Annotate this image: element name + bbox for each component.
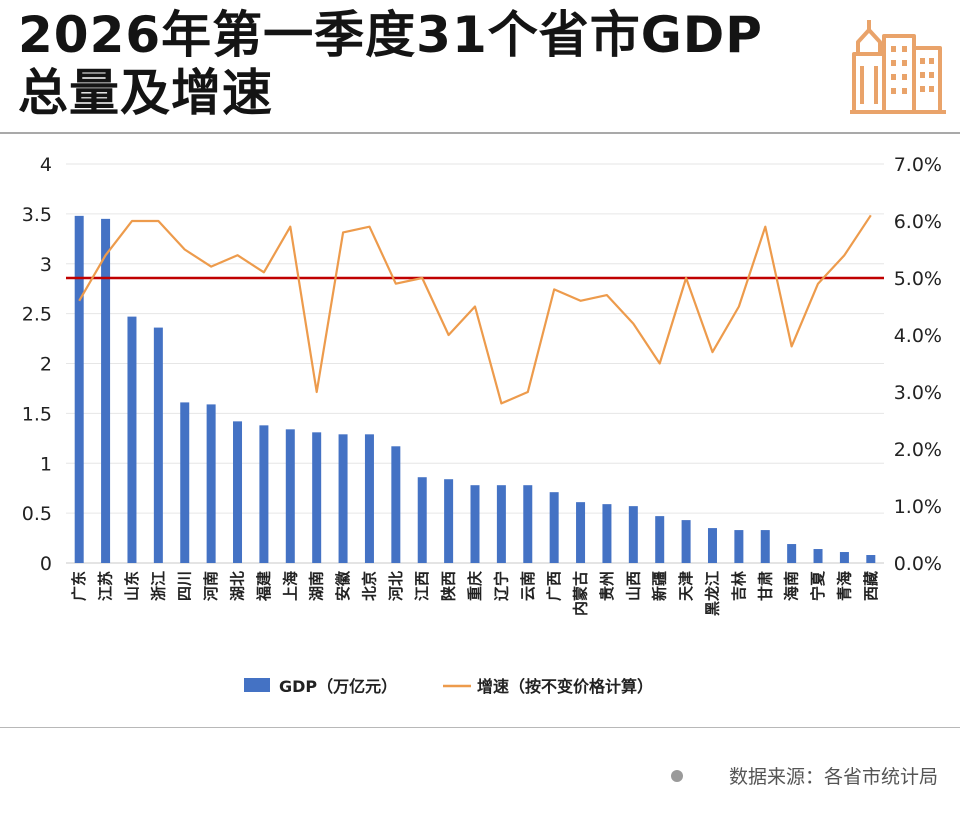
title-line-2: 总量及增速 — [18, 64, 273, 122]
left-tick-label: 3 — [40, 254, 52, 276]
gdp-bar — [628, 506, 638, 563]
gdp-bar — [813, 549, 823, 563]
bullet-icon — [670, 769, 683, 782]
category-label: 山东 — [123, 571, 141, 601]
gdp-bar — [259, 425, 269, 563]
left-axis: 0 0.5 1 1.5 2 2.5 3 3.5 4 — [22, 154, 52, 575]
gdp-bar — [470, 485, 480, 563]
category-label: 广东 — [70, 571, 88, 601]
left-tick-label: 2.5 — [22, 304, 52, 326]
category-labels: 广东 江苏 山东 浙江 四川 河南 湖北 福建 上海 湖南 安徽 北京 河北 江西 陕西 重庆 辽宁 云南 广西 内蒙… — [70, 570, 880, 616]
gdp-bar — [101, 218, 111, 564]
title-line-1: 2026年第一季度31个省市GDP — [18, 6, 763, 64]
right-tick-label: 2.0% — [894, 439, 942, 461]
category-label: 新疆 — [651, 571, 669, 601]
right-axis: 0.0% 1.0% 2.0% 3.0% 4.0% 5.0% 6.0% 7.0% — [894, 154, 942, 575]
gdp-bar — [787, 544, 797, 563]
gdp-bar — [444, 479, 454, 563]
footer-divider — [0, 727, 960, 728]
right-tick-label: 7.0% — [894, 154, 942, 176]
right-tick-label: 0.0% — [894, 553, 942, 575]
category-label: 广西 — [545, 571, 563, 601]
gdp-bar — [866, 555, 876, 563]
gdp-bar — [127, 316, 137, 563]
gdp-bar — [602, 504, 612, 563]
gdp-bar — [839, 552, 849, 563]
growth-series-line — [78, 214, 872, 405]
left-tick-label: 0 — [40, 553, 52, 575]
gdp-bar — [338, 434, 348, 563]
gdp-bar — [576, 502, 586, 563]
category-label: 黑龙江 — [703, 571, 721, 616]
gdp-bar — [523, 485, 533, 563]
gdp-bar — [364, 434, 374, 563]
category-label: 河北 — [387, 571, 405, 601]
gdp-bar — [417, 477, 427, 563]
growth-line — [78, 214, 872, 405]
gdp-bar — [233, 421, 243, 563]
legend: GDP（万亿元） 增速（按不变价格计算） — [244, 677, 653, 696]
left-tick-label: 1.5 — [22, 403, 52, 425]
gdp-bar — [74, 215, 84, 563]
gdp-chart: 0 0.5 1 1.5 2 2.5 3 3.5 4 0.0% 1.0% 2.0% 3.0% 4.0% 5.… — [22, 154, 942, 696]
category-label: 云南 — [519, 571, 537, 601]
category-label: 上海 — [281, 571, 299, 601]
category-label: 浙江 — [149, 571, 167, 601]
legend-growth-label: 增速（按不变价格计算） — [477, 677, 653, 696]
gdp-bar — [496, 485, 506, 563]
gdp-bar — [734, 530, 744, 563]
gdp-bar — [153, 327, 163, 563]
category-label: 湖北 — [229, 571, 247, 601]
gdp-bar — [285, 429, 295, 563]
category-label: 北京 — [360, 571, 378, 601]
category-label: 辽宁 — [492, 571, 510, 601]
right-tick-label: 6.0% — [894, 211, 942, 233]
category-label: 甘肃 — [756, 571, 774, 601]
category-label: 内蒙古 — [572, 571, 590, 616]
category-label: 重庆 — [466, 571, 484, 601]
category-label: 贵州 — [598, 571, 616, 601]
category-label: 天津 — [677, 571, 695, 601]
gdp-bar — [391, 446, 401, 563]
header-divider — [0, 132, 960, 134]
gdp-bar — [312, 432, 322, 563]
gdp-bar — [707, 528, 717, 563]
category-label: 江苏 — [97, 571, 115, 601]
left-tick-label: 4 — [40, 154, 52, 176]
gdp-bar — [655, 516, 665, 563]
category-label: 四川 — [176, 571, 194, 601]
city-buildings-icon — [850, 20, 946, 114]
category-label: 吉林 — [730, 570, 748, 601]
category-label: 河南 — [202, 571, 220, 601]
gdp-bar — [549, 492, 559, 563]
category-label: 宁夏 — [809, 570, 827, 601]
chart-title: 2026年第一季度31个省市GDP 总量及增速 — [18, 6, 818, 122]
category-label: 安徽 — [334, 570, 352, 601]
category-label: 西藏 — [862, 571, 880, 601]
source-text: 数据来源：各省市统计局 — [728, 766, 938, 788]
legend-gdp-label: GDP（万亿元） — [279, 677, 397, 696]
category-label: 湖南 — [308, 571, 326, 601]
gdp-bar — [681, 520, 691, 563]
right-tick-label: 5.0% — [894, 268, 942, 290]
left-tick-label: 1 — [40, 453, 52, 475]
category-label: 陕西 — [440, 571, 458, 601]
right-tick-label: 3.0% — [894, 382, 942, 404]
category-label: 江西 — [413, 571, 431, 601]
gdp-bar — [180, 402, 190, 563]
category-label: 海南 — [783, 571, 801, 601]
category-label: 山西 — [624, 571, 642, 601]
category-label: 福建 — [255, 570, 273, 602]
right-tick-label: 1.0% — [894, 496, 942, 518]
right-tick-label: 4.0% — [894, 325, 942, 347]
category-label: 青海 — [835, 571, 853, 601]
left-tick-label: 2 — [40, 354, 52, 376]
gdp-bars — [74, 215, 876, 564]
left-tick-label: 3.5 — [22, 204, 52, 226]
gdp-bar — [206, 404, 216, 563]
gdp-bar — [760, 530, 770, 563]
legend-gdp-swatch — [244, 678, 270, 692]
left-tick-label: 0.5 — [22, 503, 52, 525]
source-note: 数据来源：各省市统计局 — [670, 762, 938, 789]
